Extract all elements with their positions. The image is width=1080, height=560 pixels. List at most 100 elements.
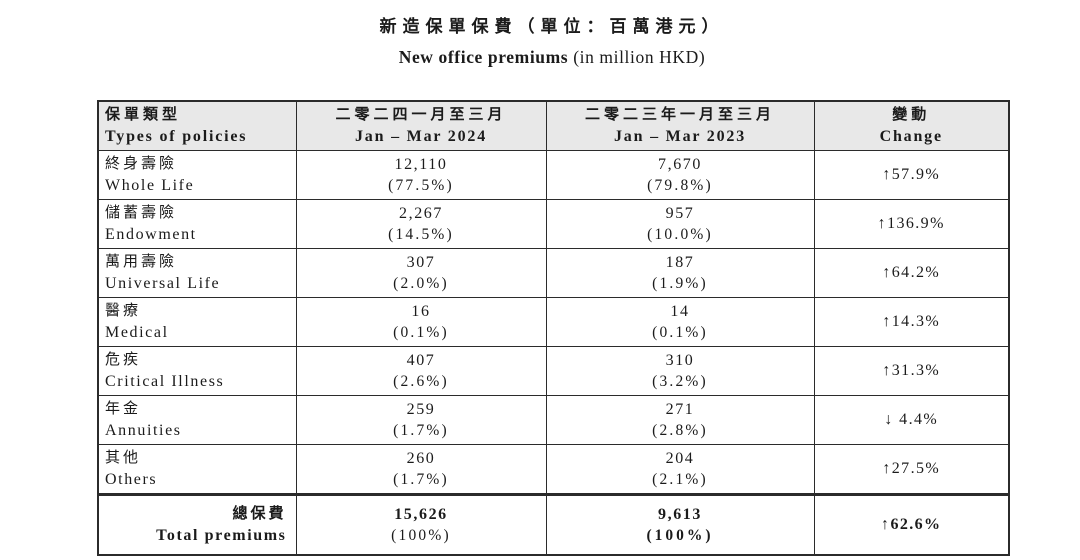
row-label: 儲蓄壽險 Endowment (97, 199, 297, 249)
value-2024: 259 (406, 401, 436, 418)
percent-2023: (10.0%) (647, 226, 713, 243)
row-label: 醫療 Medical (97, 297, 297, 347)
total-value-2023: 9,613 (658, 505, 702, 523)
value-2023: 271 (665, 401, 695, 418)
row-label-en: Whole Life (105, 177, 195, 194)
row-label-zh: 儲蓄壽險 (105, 205, 178, 221)
value-2024: 407 (406, 352, 436, 369)
percent-2024: (14.5%) (388, 226, 454, 243)
percent-2023: (1.9%) (652, 275, 708, 292)
row-label: 其他 Others (97, 444, 297, 495)
table-row-endowment: 儲蓄壽險 Endowment 2,267 (14.5%) 957 (10.0%)… (97, 199, 1010, 249)
change-value: ↓ 4.4% (884, 411, 939, 428)
total-change-value: ↑62.6% (881, 515, 942, 533)
percent-2023: (2.8%) (652, 422, 708, 439)
value-2024: 12,110 (394, 156, 448, 173)
table-row-medical: 醫療 Medical 16 (0.1%) 14 (0.1%) ↑14.3% (97, 297, 1010, 347)
row-label: 危疾 Critical Illness (97, 346, 297, 396)
table-row-critical-illness: 危疾 Critical Illness 407 (2.6%) 310 (3.2%… (97, 346, 1010, 396)
percent-2024: (1.7%) (393, 422, 449, 439)
total-label: 總保費 Total premiums (97, 493, 297, 555)
cell-2024: 2,267 (14.5%) (295, 199, 547, 249)
percent-2023: (3.2%) (652, 373, 708, 390)
value-2023: 957 (665, 205, 695, 222)
value-2023: 14 (670, 303, 690, 320)
percent-2024: (0.1%) (393, 324, 449, 341)
row-label: 年金 Annuities (97, 395, 297, 445)
cell-2024: 307 (2.0%) (295, 248, 547, 298)
percent-2023: (0.1%) (652, 324, 708, 341)
column-header-types-zh: 保單類型 (105, 107, 182, 123)
change-value: ↑64.2% (882, 264, 941, 281)
total-label-en: Total premiums (156, 526, 287, 544)
column-header-2024: 二零二四一月至三月 Jan – Mar 2024 (295, 100, 547, 151)
page-title-en-rest: (in million HKD) (568, 47, 706, 67)
value-2023: 204 (665, 450, 695, 467)
change-value: ↑31.3% (882, 362, 941, 379)
title-block: 新造保單保費（單位：百萬港元） New office premiums (in … (40, 14, 1064, 70)
percent-2023: (2.1%) (652, 471, 708, 488)
header-row: 保單類型 Types of policies 二零二四一月至三月 Jan – M… (97, 100, 1010, 151)
row-label-zh: 醫療 (105, 303, 142, 319)
total-percent-2024: (100%) (391, 526, 451, 544)
column-header-2024-en: Jan – Mar 2024 (354, 128, 487, 145)
cell-2023: 271 (2.8%) (545, 395, 815, 445)
cell-2024: 407 (2.6%) (295, 346, 547, 396)
cell-change: ↑64.2% (813, 248, 1010, 298)
value-2023: 7,670 (658, 156, 702, 173)
percent-2024: (77.5%) (388, 177, 454, 194)
cell-change: ↑14.3% (813, 297, 1010, 347)
table-row-annuities: 年金 Annuities 259 (1.7%) 271 (2.8%) ↓ 4.4… (97, 395, 1010, 445)
value-2024: 16 (411, 303, 431, 320)
row-label-zh: 萬用壽險 (105, 254, 178, 270)
percent-2024: (2.0%) (393, 275, 449, 292)
total-cell-2023: 9,613 (100%) (545, 493, 815, 555)
value-2023: 310 (665, 352, 695, 369)
cell-2024: 16 (0.1%) (295, 297, 547, 347)
row-label-en: Medical (105, 324, 169, 341)
cell-2024: 260 (1.7%) (295, 444, 547, 495)
cell-change: ↑27.5% (813, 444, 1010, 495)
percent-2024: (1.7%) (393, 471, 449, 488)
row-label: 萬用壽險 Universal Life (97, 248, 297, 298)
cell-2023: 14 (0.1%) (545, 297, 815, 347)
column-header-2023-en: Jan – Mar 2023 (613, 128, 746, 145)
column-header-change-en: Change (879, 128, 943, 145)
total-cell-change: ↑62.6% (813, 493, 1010, 555)
column-header-types-en: Types of policies (105, 128, 248, 145)
row-label-en: Others (105, 471, 158, 488)
cell-change: ↑57.9% (813, 150, 1010, 200)
row-label-zh: 終身壽險 (105, 156, 178, 172)
total-value-2024: 15,626 (394, 505, 448, 523)
row-label-zh: 危疾 (105, 352, 142, 368)
percent-2024: (2.6%) (393, 373, 449, 390)
value-2023: 187 (665, 254, 695, 271)
cell-2024: 12,110 (77.5%) (295, 150, 547, 200)
table-row-whole-life: 終身壽險 Whole Life 12,110 (77.5%) 7,670 (79… (97, 150, 1010, 200)
table-row-total: 總保費 Total premiums 15,626 (100%) 9,613 (… (97, 493, 1010, 555)
cell-2023: 7,670 (79.8%) (545, 150, 815, 200)
percent-2023: (79.8%) (647, 177, 713, 194)
change-value: ↑57.9% (882, 166, 941, 183)
total-percent-2023: (100%) (646, 526, 714, 544)
row-label-en: Universal Life (105, 275, 221, 292)
row-label-zh: 年金 (105, 401, 142, 417)
row-label-en: Endowment (105, 226, 197, 243)
column-header-2023: 二零二三年一月至三月 Jan – Mar 2023 (545, 100, 815, 151)
change-value: ↑136.9% (877, 215, 945, 232)
row-label-en: Critical Illness (105, 373, 225, 390)
page-title-en: New office premiums (in million HKD) (40, 44, 1064, 70)
cell-change: ↓ 4.4% (813, 395, 1010, 445)
cell-2023: 187 (1.9%) (545, 248, 815, 298)
value-2024: 307 (406, 254, 436, 271)
value-2024: 2,267 (399, 205, 443, 222)
total-label-zh: 總保費 (232, 505, 287, 522)
value-2024: 260 (406, 450, 436, 467)
column-header-2023-zh: 二零二三年一月至三月 (584, 107, 775, 123)
column-header-change: 變動 Change (813, 100, 1010, 151)
column-header-types: 保單類型 Types of policies (97, 100, 297, 151)
cell-change: ↑136.9% (813, 199, 1010, 249)
column-header-2024-zh: 二零二四一月至三月 (335, 107, 507, 123)
cell-2024: 259 (1.7%) (295, 395, 547, 445)
